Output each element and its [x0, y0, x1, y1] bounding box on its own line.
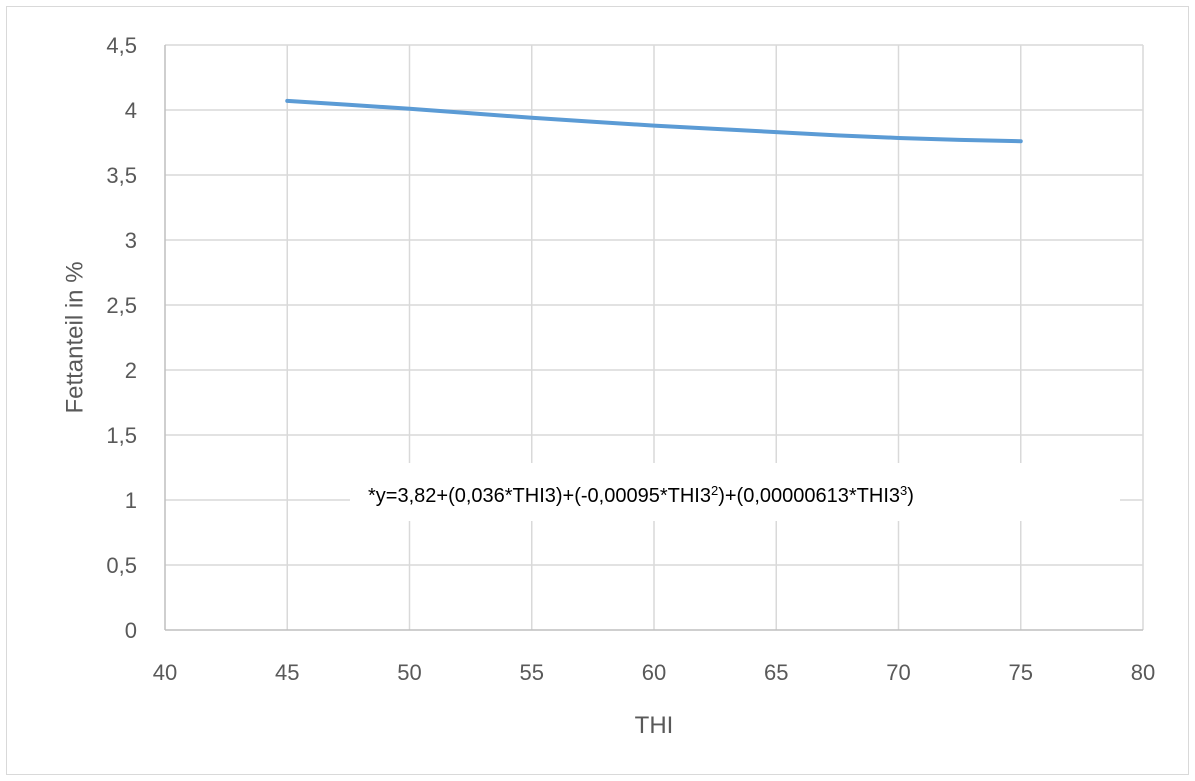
chart-area — [6, 6, 1189, 775]
y-tick-label: 3,5 — [106, 163, 137, 188]
annotation-background — [350, 463, 1120, 521]
y-tick-label: 2,5 — [106, 293, 137, 318]
y-tick-label: 2 — [125, 358, 137, 383]
x-tick-label: 80 — [1131, 660, 1155, 685]
y-tick-label: 4,5 — [106, 33, 137, 58]
tick-labels: 0 0,5 1 1,5 2 2,5 3 3,5 4 4,5 40 45 50 55 60 65 70 75 80 — [106, 33, 1155, 685]
equation-superscript-2: 2 — [711, 483, 718, 498]
y-axis-title: Fettanteil in % — [61, 261, 88, 413]
x-tick-label: 60 — [642, 660, 666, 685]
y-tick-label: 1 — [125, 488, 137, 513]
equation-part-middle: )+(0,00000613*THI3 — [718, 485, 900, 507]
equation-superscript-3: 3 — [900, 483, 907, 498]
axes — [164, 45, 1143, 631]
series-line — [285, 98, 1023, 144]
x-tick-label: 55 — [520, 660, 544, 685]
x-tick-label: 65 — [764, 660, 788, 685]
x-tick-label: 45 — [275, 660, 299, 685]
annotation-layer: *y=3,82+(0,036*THI3)+(-0,00095*THI32)+(0… — [350, 463, 1120, 521]
y-tick-label: 3 — [125, 228, 137, 253]
x-tick-label: 75 — [1009, 660, 1033, 685]
y-tick-label: 1,5 — [106, 423, 137, 448]
equation-part-prefix: *y=3,82+(0,036*THI3)+(-0,00095*THI3 — [368, 485, 711, 507]
equation-part-suffix: ) — [907, 485, 914, 507]
y-tick-label: 0 — [125, 618, 137, 643]
grid-lines — [165, 44, 1144, 630]
x-tick-label: 50 — [397, 660, 421, 685]
series-layer — [285, 98, 1023, 144]
x-axis-title: THI — [635, 712, 674, 739]
x-tick-label: 70 — [886, 660, 910, 685]
equation-annotation: *y=3,82+(0,036*THI3)+(-0,00095*THI32)+(0… — [368, 483, 914, 508]
x-tick-label: 40 — [153, 660, 177, 685]
y-tick-label: 0,5 — [106, 553, 137, 578]
y-tick-label: 4 — [125, 98, 137, 123]
